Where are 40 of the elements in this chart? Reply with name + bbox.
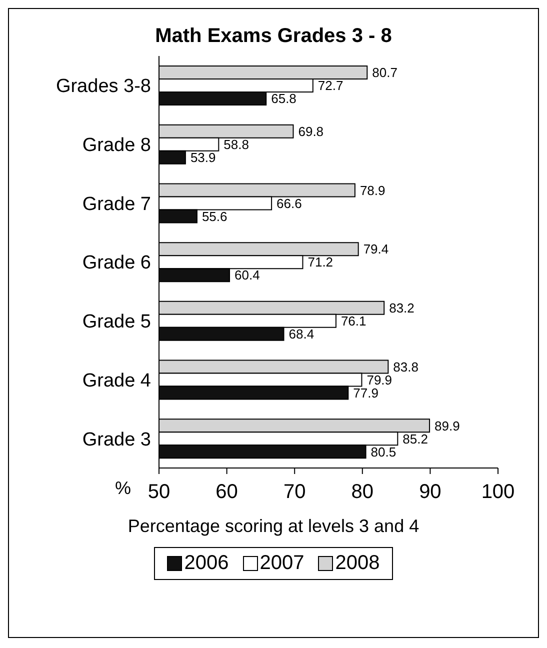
text: % bbox=[115, 478, 132, 499]
x-axis-title: Percentage scoring at levels 3 and 4 bbox=[126, 516, 420, 537]
data-label: 72.7 bbox=[318, 78, 344, 94]
data-label: 65.8 bbox=[271, 91, 296, 106]
x-tick-label: 100 bbox=[481, 481, 515, 504]
y-tick-label: Grades 3-8 bbox=[56, 76, 151, 98]
y-tick-label: Grade 4 bbox=[82, 370, 152, 392]
data-label: 89.9 bbox=[434, 418, 460, 434]
data-label: 80.7 bbox=[372, 65, 398, 80]
x-tick-label: 70 bbox=[283, 481, 306, 504]
y-tick-label: Grade 7 bbox=[82, 194, 151, 215]
data-label: 79.4 bbox=[363, 242, 389, 257]
data-label: 85.2 bbox=[402, 431, 428, 446]
data-label: 83.2 bbox=[389, 300, 414, 316]
data-label: 68.4 bbox=[288, 326, 314, 342]
legend-label: 2006 bbox=[183, 552, 229, 575]
data-label: 71.2 bbox=[308, 254, 334, 270]
y-tick-label: Grade 8 bbox=[82, 135, 151, 156]
data-label: 66.6 bbox=[276, 196, 302, 211]
y-tick-label: Grade 3 bbox=[82, 429, 151, 450]
x-tick-label: 50 bbox=[148, 481, 170, 504]
data-label: 80.5 bbox=[370, 444, 396, 460]
y-tick-label: Grade 5 bbox=[82, 312, 151, 333]
x-tick-label: 60 bbox=[216, 481, 238, 504]
data-label: 83.8 bbox=[393, 359, 418, 374]
legend-label: 2007 bbox=[258, 552, 304, 575]
chart-title: Math Exams Grades 3 - 8 bbox=[154, 25, 393, 48]
y-tick-label: Grade 6 bbox=[82, 252, 151, 274]
data-label: 79.9 bbox=[366, 372, 392, 388]
data-label: 58.8 bbox=[224, 136, 249, 152]
data-label: 60.4 bbox=[234, 268, 260, 283]
data-label: 76.1 bbox=[340, 314, 366, 329]
x-tick-label: 80 bbox=[351, 481, 374, 504]
legend-label: 2008 bbox=[334, 552, 380, 575]
data-label: 55.6 bbox=[202, 208, 228, 224]
data-label: 78.9 bbox=[360, 182, 386, 198]
data-label: 53.9 bbox=[190, 150, 216, 165]
x-tick-label: 90 bbox=[419, 481, 442, 504]
data-label: 69.8 bbox=[298, 124, 324, 139]
data-label: 77.9 bbox=[353, 385, 378, 400]
